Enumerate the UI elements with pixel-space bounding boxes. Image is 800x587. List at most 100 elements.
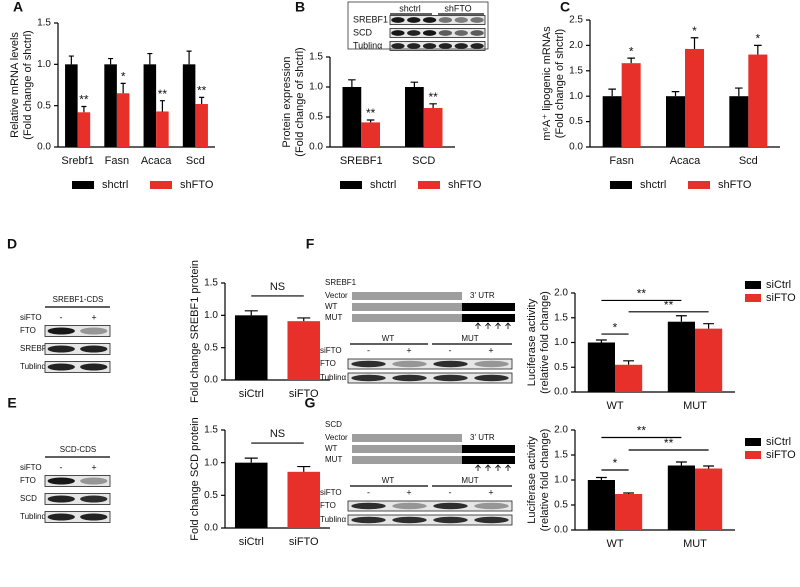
legend-swatch: [745, 451, 761, 459]
annotation: **: [664, 436, 674, 450]
blot-strip: [389, 41, 486, 51]
blot-label: Tublinα: [320, 515, 346, 524]
construct-bar: [352, 292, 462, 300]
significance: **: [79, 93, 89, 107]
construct-label: SREBF1: [325, 278, 357, 287]
blot-band: [433, 374, 468, 382]
blot-label: siFTO: [20, 313, 42, 322]
blot-strip: [347, 500, 513, 512]
x-tick-label: siFTO: [289, 536, 319, 548]
blot-band: [47, 495, 75, 503]
blot-label: +: [406, 345, 411, 355]
mutation-arrow: [475, 464, 481, 471]
error-bar: [108, 57, 114, 65]
construct-label: 3' UTR: [470, 433, 495, 442]
error-bar: [671, 91, 680, 97]
blot-band: [392, 516, 427, 524]
y-tick-label: 0.5: [204, 342, 218, 353]
y-tick-label: 1.5: [554, 450, 568, 461]
blot-band: [80, 477, 108, 485]
bar: [77, 112, 91, 147]
significance: *: [755, 32, 760, 46]
mutation-arrow: [505, 322, 511, 329]
bar: [615, 494, 643, 530]
error-bar: [68, 55, 74, 65]
construct-label: WT: [325, 444, 338, 453]
blot-strip: [389, 15, 486, 25]
blot-label: siFTO: [320, 346, 342, 355]
blot-label: SREBF1: [353, 14, 388, 24]
blot-label: SREBF1-CDS: [53, 295, 104, 304]
blot-band: [392, 360, 427, 368]
blot-band: [470, 30, 484, 36]
blot-strip: [44, 325, 111, 337]
bar: [234, 315, 268, 380]
bar: [116, 93, 130, 147]
blot-label: siFTO: [20, 463, 42, 472]
bar: [65, 64, 78, 147]
y-axis-label: Relative mRNA levels: [9, 32, 21, 138]
error-bar: [690, 37, 699, 49]
y-tick-label: 1.5: [204, 278, 218, 289]
bar: [666, 96, 685, 147]
mutation-arrow: [495, 322, 501, 329]
x-tick-label: siCtrl: [239, 388, 264, 400]
y-axis-label: Fold change SCD protein: [189, 417, 201, 541]
y-axis-label: m⁶A⁺ lipogenic mRNAs: [541, 26, 553, 141]
blot-label: SREBF1: [20, 344, 52, 353]
x-tick-label: Acaca: [670, 155, 701, 167]
x-tick-label: Scd: [739, 155, 758, 167]
panel-letter: D: [7, 236, 17, 252]
y-axis-label: (relative fold change): [539, 429, 551, 532]
legend-swatch: [745, 294, 761, 302]
blot-band: [454, 30, 468, 36]
blot-band: [80, 345, 108, 353]
blot-band: [47, 345, 75, 353]
annotation: **: [664, 298, 674, 312]
construct-label: Vector: [325, 291, 348, 300]
legend-label: shFTO: [448, 179, 482, 191]
construct-label: SCD: [325, 420, 342, 429]
error-bar: [623, 492, 635, 494]
construct-label: Vector: [325, 433, 348, 442]
mutation-arrow: [485, 322, 491, 329]
blot-label: Tublinα: [320, 373, 346, 382]
bar: [587, 342, 615, 392]
y-tick-label: 1.5: [554, 312, 568, 323]
y-tick-label: 0.0: [204, 523, 218, 534]
blot-label: SCD: [20, 494, 37, 503]
bar: [361, 122, 380, 147]
panel-letter: E: [7, 395, 16, 411]
significance: *: [629, 44, 634, 58]
construct-bar: [352, 456, 462, 464]
legend-label: shFTO: [180, 179, 214, 191]
blot-strip: [347, 372, 513, 384]
blot-label: WT: [382, 476, 395, 485]
blot-label: -: [60, 462, 63, 472]
annotation: NS: [270, 428, 285, 440]
blot-label: Tublinα: [20, 362, 46, 371]
blot-strip: [389, 28, 486, 38]
bar: [405, 87, 424, 147]
blot-band: [454, 17, 468, 23]
bar: [695, 468, 723, 530]
y-tick-label: 0.5: [569, 116, 583, 127]
annotation: **: [637, 287, 647, 301]
blot-strip: [347, 358, 513, 370]
construct-bar: [352, 303, 462, 311]
bar: [602, 96, 622, 147]
bar: [667, 465, 695, 530]
error-bar: [199, 96, 205, 105]
utr-bar: [462, 445, 515, 453]
legend-label: siCtrl: [766, 279, 791, 291]
mutation-arrow: [475, 322, 481, 329]
bar: [615, 364, 643, 392]
blot-label: FTO: [20, 326, 36, 335]
significance: **: [366, 106, 376, 120]
legend-label: shctrl: [102, 179, 128, 191]
blot-band: [80, 363, 108, 371]
blot-strip: [44, 511, 111, 523]
bar: [287, 321, 321, 380]
x-tick-label: Fasn: [105, 155, 129, 167]
legend-swatch: [418, 181, 440, 189]
